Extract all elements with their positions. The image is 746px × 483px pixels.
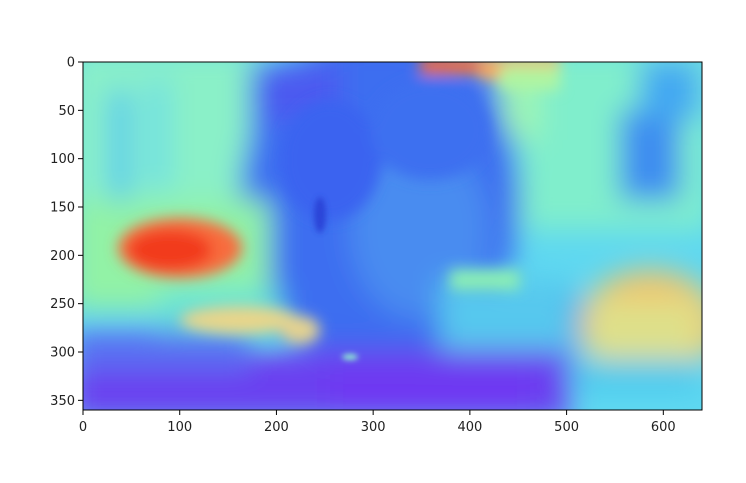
y-tick-label: 200 xyxy=(50,249,75,264)
x-axis: 0 100 200 300 400 500 600 xyxy=(79,410,676,435)
x-tick-label: 400 xyxy=(457,420,482,435)
y-tick-label: 50 xyxy=(58,104,75,119)
x-tick-label: 300 xyxy=(361,420,386,435)
y-tick-label: 0 xyxy=(67,56,75,71)
x-tick-label: 0 xyxy=(79,420,87,435)
y-tick-label: 100 xyxy=(50,152,75,167)
x-tick-label: 100 xyxy=(167,420,192,435)
plot-frame xyxy=(82,61,703,411)
y-tick-label: 300 xyxy=(50,346,75,361)
heatmap-image xyxy=(83,62,702,410)
x-tick-label: 500 xyxy=(554,420,579,435)
y-tick-label: 150 xyxy=(50,201,75,216)
y-tick-label: 350 xyxy=(50,394,75,409)
x-tick-label: 200 xyxy=(264,420,289,435)
y-tick-label: 250 xyxy=(50,297,75,312)
y-axis: 0 50 100 150 200 250 300 350 xyxy=(50,56,83,409)
x-tick-label: 600 xyxy=(651,420,676,435)
